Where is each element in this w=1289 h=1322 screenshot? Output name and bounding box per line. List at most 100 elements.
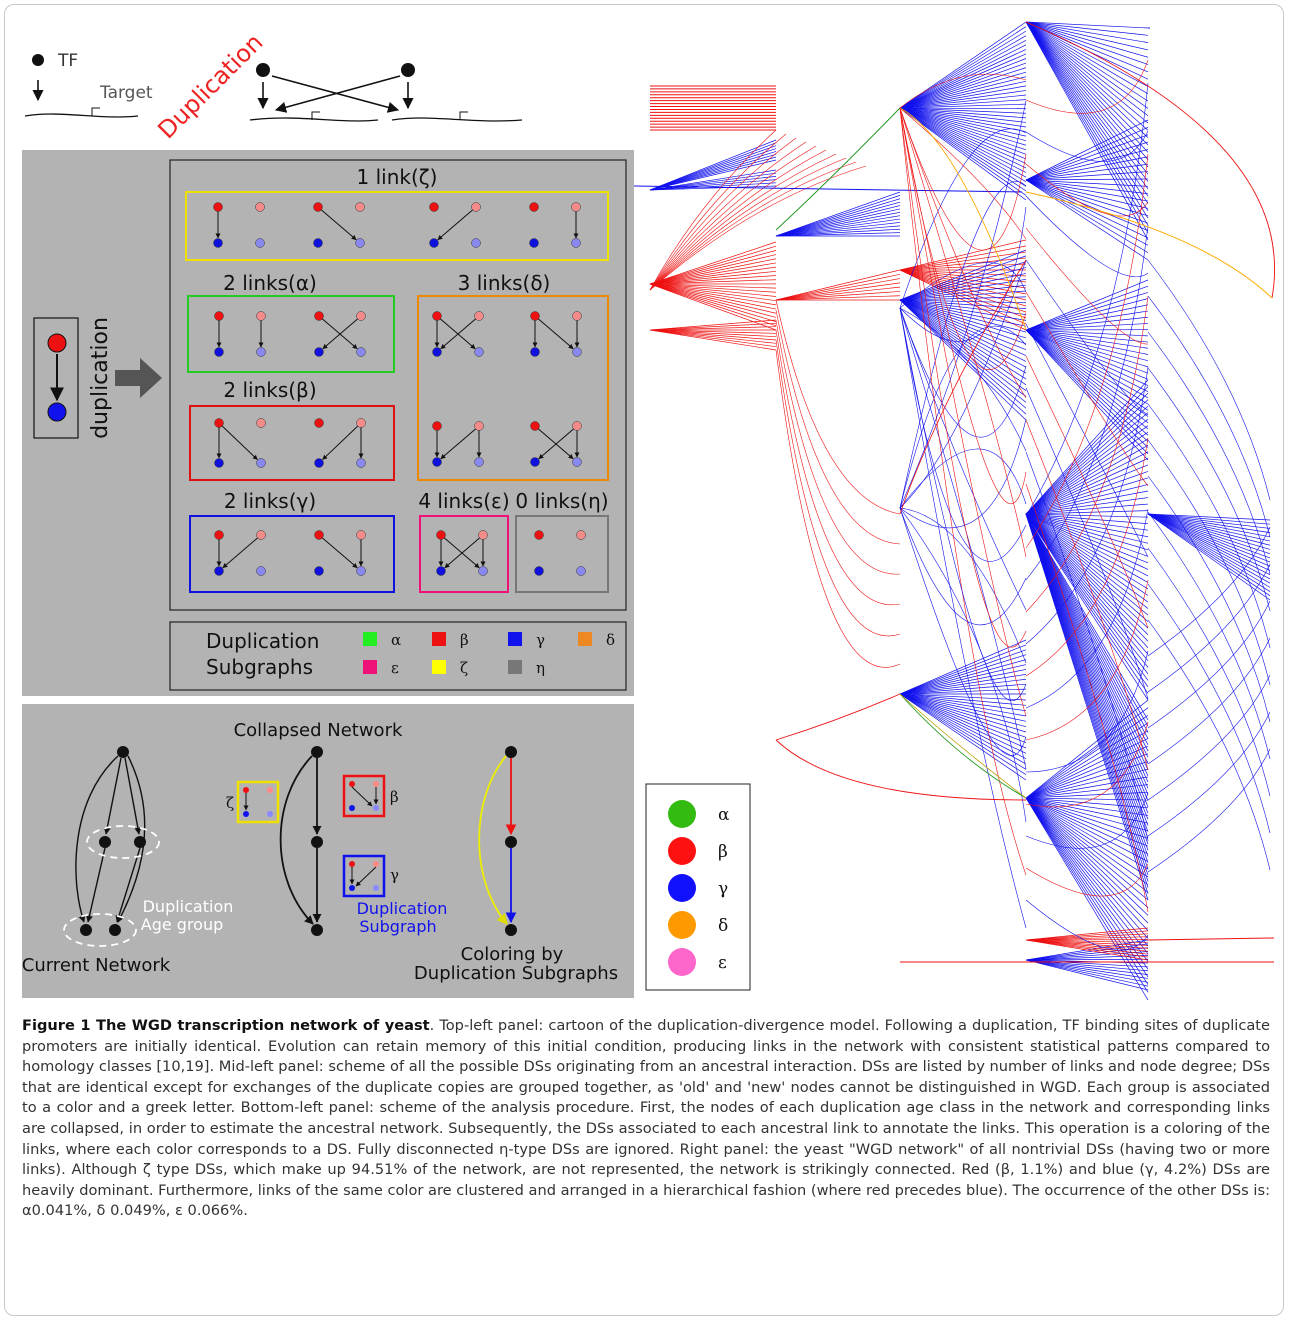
network-link bbox=[1025, 797, 1149, 985]
motif-node bbox=[572, 457, 582, 467]
colored-node bbox=[505, 924, 517, 936]
network-link bbox=[899, 107, 1027, 558]
network-link bbox=[899, 58, 1027, 109]
alpha-box bbox=[187, 295, 395, 373]
motif-node bbox=[429, 202, 439, 212]
mini-node bbox=[267, 787, 273, 793]
network-link bbox=[899, 107, 1027, 876]
mini-node bbox=[349, 885, 355, 891]
legend-swatch bbox=[432, 632, 446, 646]
network-link bbox=[1025, 329, 1149, 417]
network-link bbox=[1025, 513, 1149, 564]
network-link bbox=[1147, 513, 1271, 550]
mini-node bbox=[243, 787, 249, 793]
network-link bbox=[775, 319, 901, 575]
age-group-ellipse bbox=[86, 825, 160, 859]
network-link bbox=[1025, 21, 1149, 153]
network-link bbox=[899, 94, 1027, 109]
network-link bbox=[1025, 141, 1149, 181]
figure-caption: Figure 1 The WGD transcription network o… bbox=[22, 1016, 1270, 1222]
network-link bbox=[1025, 650, 1149, 773]
procedure-panel: Collapsed Network Duplication Age group … bbox=[22, 704, 634, 998]
network-node bbox=[117, 746, 129, 758]
network-link bbox=[1025, 797, 1149, 862]
network-link bbox=[1025, 490, 1149, 515]
legend-swatch bbox=[363, 660, 377, 674]
network-link bbox=[775, 195, 901, 237]
network-link bbox=[1025, 797, 1149, 962]
network-link bbox=[1025, 513, 1149, 590]
target-label: Target bbox=[99, 83, 153, 103]
network-link bbox=[1025, 513, 1149, 733]
network-link bbox=[1025, 445, 1149, 515]
scheme-background bbox=[22, 150, 634, 696]
network-link bbox=[775, 107, 901, 231]
motif-edge bbox=[322, 425, 359, 460]
arrow-right-icon bbox=[115, 358, 162, 398]
network-link bbox=[899, 299, 1027, 415]
network-link bbox=[899, 290, 1027, 301]
network-link bbox=[1025, 797, 1149, 955]
network-link bbox=[1025, 939, 1149, 961]
network-link bbox=[1147, 600, 1271, 729]
network-link bbox=[1025, 797, 1149, 809]
network-link bbox=[1025, 513, 1149, 544]
motif-node bbox=[471, 202, 481, 212]
network-link bbox=[1025, 329, 1149, 380]
network-link bbox=[1147, 563, 1271, 693]
network-link bbox=[649, 254, 777, 285]
network-link bbox=[1025, 958, 1149, 961]
network-link bbox=[1025, 513, 1149, 801]
network-link bbox=[899, 299, 1027, 356]
motif-node bbox=[214, 311, 224, 321]
network-link bbox=[775, 286, 901, 301]
network-link bbox=[775, 309, 901, 545]
network-link bbox=[899, 639, 1027, 695]
network-link bbox=[1025, 955, 1149, 961]
motif-node bbox=[474, 347, 484, 357]
motif-node bbox=[530, 457, 540, 467]
mini-node bbox=[373, 781, 379, 787]
network-link bbox=[1147, 513, 1271, 584]
network-link bbox=[649, 283, 777, 318]
coloring-label-1: Coloring by bbox=[461, 944, 564, 965]
network-link bbox=[899, 99, 1027, 109]
network-link bbox=[649, 165, 867, 291]
network-link bbox=[1025, 510, 1149, 515]
mini-node bbox=[373, 805, 379, 811]
motif-node bbox=[214, 566, 224, 576]
motif-node bbox=[474, 457, 484, 467]
network-link bbox=[1025, 292, 1149, 331]
network-link bbox=[775, 291, 901, 301]
motif-edge bbox=[322, 318, 359, 350]
network-link bbox=[899, 693, 1027, 799]
network-legend-symbol: δ bbox=[718, 916, 728, 936]
network-link bbox=[899, 100, 1027, 509]
network-link bbox=[1025, 513, 1149, 764]
network-link bbox=[1025, 959, 1149, 987]
network-link bbox=[1147, 367, 1271, 612]
network-link bbox=[1025, 323, 1149, 331]
network-link bbox=[1025, 513, 1149, 668]
network-link bbox=[649, 258, 777, 285]
network-link bbox=[899, 693, 1027, 770]
mini-node bbox=[349, 805, 355, 811]
motif-node bbox=[436, 530, 446, 540]
network-link bbox=[1025, 797, 1149, 855]
network-link bbox=[649, 172, 777, 191]
network-link bbox=[1025, 329, 1149, 448]
network-link bbox=[1025, 939, 1149, 952]
network-link bbox=[899, 299, 1027, 421]
network-link bbox=[1025, 316, 1149, 331]
network-edge bbox=[85, 847, 106, 923]
motif-node bbox=[571, 238, 581, 248]
network-link bbox=[1025, 21, 1149, 117]
motif-node bbox=[356, 458, 366, 468]
network-link bbox=[1025, 513, 1149, 642]
network-link bbox=[1025, 513, 1149, 814]
network-link bbox=[1147, 513, 1271, 563]
network-link bbox=[1025, 21, 1149, 226]
network-link bbox=[1025, 127, 1149, 181]
network-legend-frame bbox=[645, 783, 751, 991]
legend-swatch bbox=[363, 632, 377, 646]
